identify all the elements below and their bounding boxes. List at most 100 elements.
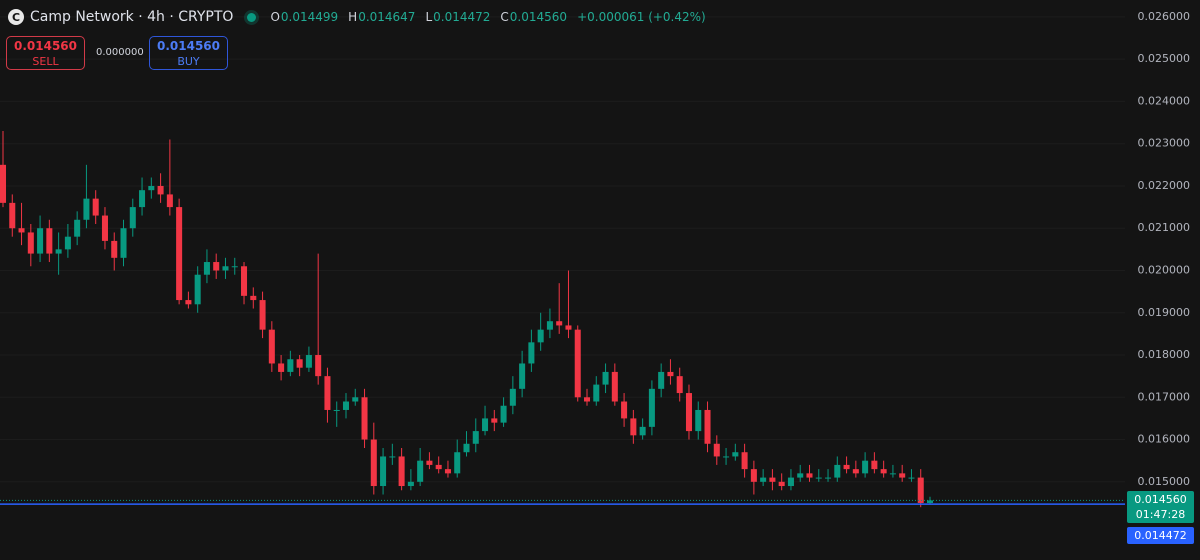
candle-body xyxy=(899,473,906,478)
candle-body xyxy=(250,295,257,301)
candle-body xyxy=(778,481,785,487)
candle-body xyxy=(398,456,405,487)
candle-body xyxy=(139,190,146,208)
candle-body xyxy=(806,473,813,478)
sell-button[interactable]: 0.014560 SELL xyxy=(6,36,85,70)
legend-value: 0.014560 xyxy=(509,10,568,24)
candle-body xyxy=(769,477,776,482)
candle-body xyxy=(37,228,44,254)
legend-key: L xyxy=(425,10,433,24)
candle-body xyxy=(797,473,804,478)
candle-body xyxy=(472,431,479,444)
legend-change: +0.000061 (+0.42%) xyxy=(577,10,706,24)
candle-body xyxy=(18,228,25,233)
candle-body xyxy=(519,363,526,389)
last-price-label: 0.014560 xyxy=(1134,493,1187,507)
sell-label: SELL xyxy=(32,55,59,68)
sell-price: 0.014560 xyxy=(13,39,77,53)
candle-body xyxy=(241,266,248,296)
candle-body xyxy=(370,439,377,487)
candle-body xyxy=(732,452,739,457)
legend-key: H xyxy=(348,10,358,24)
candle-body xyxy=(157,185,164,195)
candle-body xyxy=(852,469,859,474)
candle-body xyxy=(305,355,312,368)
candle-body xyxy=(27,232,34,254)
candle-body xyxy=(825,477,832,479)
buy-label: BUY xyxy=(177,55,200,68)
y-tick-label: 0.016000 xyxy=(1138,433,1191,446)
candle-body xyxy=(101,215,108,241)
candle-body xyxy=(315,355,322,377)
legend-key: O xyxy=(270,10,280,24)
y-tick-label: 0.017000 xyxy=(1138,390,1191,403)
y-tick-label: 0.023000 xyxy=(1138,137,1191,150)
candle-body xyxy=(120,228,127,258)
candle-body xyxy=(278,363,285,372)
last-price-tag: 0.014560 01:47:28 xyxy=(1127,491,1194,524)
candle-body xyxy=(880,469,887,474)
candle-body xyxy=(55,249,62,254)
y-tick-label: 0.022000 xyxy=(1138,179,1191,192)
candle-body xyxy=(296,359,303,368)
candle-body xyxy=(407,481,414,487)
y-tick-label: 0.018000 xyxy=(1138,348,1191,361)
candle-body xyxy=(787,477,794,487)
candle-body xyxy=(556,321,563,326)
symbol-title: Camp Network · 4h · CRYPTO xyxy=(30,9,234,25)
candle-body xyxy=(417,460,424,482)
candle-body xyxy=(926,500,934,503)
candle-body xyxy=(74,219,81,237)
candle-body xyxy=(704,409,711,444)
y-tick-label: 0.015000 xyxy=(1138,475,1191,488)
countdown: 01:47:28 xyxy=(1135,508,1186,522)
candle-body xyxy=(222,266,229,271)
legend-key: C xyxy=(500,10,509,24)
candle-body xyxy=(695,409,702,432)
candle-body xyxy=(741,452,748,470)
candle-body xyxy=(917,477,924,503)
buy-button[interactable]: 0.014560 BUY xyxy=(149,36,228,70)
candle-body xyxy=(92,198,99,216)
candle-body xyxy=(500,405,507,423)
candle-body xyxy=(750,469,757,482)
candle-body xyxy=(333,409,340,411)
candle-body xyxy=(565,325,572,330)
candle-body xyxy=(213,262,220,271)
y-tick-label: 0.019000 xyxy=(1138,306,1191,319)
low-line-label: 0.014472 xyxy=(1134,529,1187,543)
header: C Camp Network · 4h · CRYPTO O 0.014499 H… xyxy=(8,9,710,25)
candle-body xyxy=(444,469,451,474)
candle-body xyxy=(602,371,609,385)
candle-body xyxy=(648,388,655,427)
candle-body xyxy=(361,397,368,440)
candle-body xyxy=(685,393,692,432)
y-tick-label: 0.025000 xyxy=(1138,52,1191,65)
y-tick-label: 0.021000 xyxy=(1138,221,1191,234)
legend-value: 0.014472 xyxy=(433,10,491,24)
candle-body xyxy=(148,185,155,191)
candle-body xyxy=(676,376,683,394)
candle-body xyxy=(621,401,628,419)
candle-body xyxy=(537,329,544,343)
candle-body xyxy=(129,207,136,229)
candle-body xyxy=(815,477,822,479)
candle-body xyxy=(176,207,183,301)
candle-body xyxy=(889,473,896,475)
candle-body xyxy=(111,240,118,258)
candle-body xyxy=(463,443,470,453)
candle-body xyxy=(574,329,581,398)
buy-price: 0.014560 xyxy=(156,39,220,53)
legend-value: 0.014647 xyxy=(358,10,416,24)
candle-body xyxy=(83,198,90,220)
candle-body xyxy=(843,464,850,470)
candle-body xyxy=(491,418,498,423)
candle-body xyxy=(203,262,210,275)
y-tick-label: 0.026000 xyxy=(1138,10,1191,23)
candle-body xyxy=(287,359,294,372)
candle-body xyxy=(713,443,720,457)
candle-body xyxy=(862,460,869,474)
spread: 0.000000 xyxy=(96,47,144,58)
